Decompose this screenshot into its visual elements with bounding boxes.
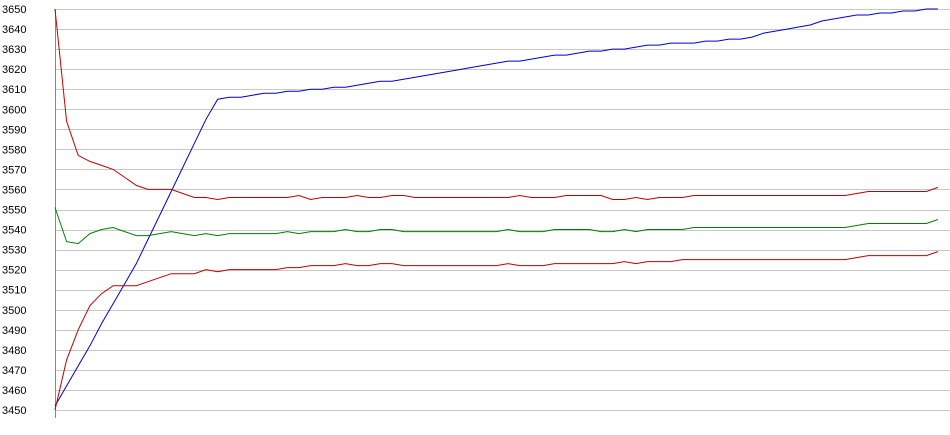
y-tick-label: 3480 (2, 345, 26, 357)
series-lines (54, 8, 939, 411)
y-tick-label: 3620 (2, 64, 26, 76)
y-tick-label: 3560 (2, 184, 26, 196)
y-tick-label: 3540 (2, 225, 26, 237)
series-line-4 (54, 251, 939, 411)
y-tick-label: 3590 (2, 124, 26, 136)
y-tick-labels: 3450 3460 3470 3480 3490 3500 3510 3520 3530 3540… (2, 4, 26, 417)
series-line-3 (54, 207, 939, 245)
y-tick-label: 3500 (2, 305, 26, 317)
y-tick-label: 3570 (2, 164, 26, 176)
y-tick-label: 3550 (2, 205, 26, 217)
y-tick-label: 3510 (2, 285, 26, 297)
series-line-2 (54, 8, 939, 201)
y-tick-label: 3580 (2, 144, 26, 156)
series-line-1 (54, 8, 938, 407)
y-tick-label: 3600 (2, 104, 26, 116)
y-tick-label: 3610 (2, 84, 26, 96)
y-tick-label: 3450 (2, 405, 26, 417)
y-tick-label: 3630 (2, 44, 26, 56)
grid-lines (55, 9, 950, 411)
y-tick-label: 3490 (2, 325, 26, 337)
y-tick-label: 3520 (2, 265, 26, 277)
y-tick-label: 3470 (2, 365, 26, 377)
y-tick-label: 3530 (2, 245, 26, 257)
y-tick-label: 3460 (2, 385, 26, 397)
y-tick-label: 3640 (2, 24, 26, 36)
y-tick-label: 3650 (2, 4, 26, 16)
